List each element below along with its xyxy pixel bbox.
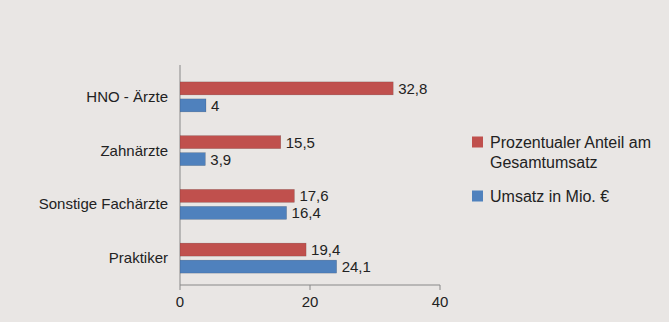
- bars: [180, 82, 393, 273]
- x-tick-label: 0: [176, 293, 184, 310]
- category-label: Praktiker: [109, 249, 168, 266]
- data-label: 4: [211, 97, 219, 114]
- data-label: 24,1: [342, 258, 371, 275]
- bar: [180, 243, 306, 256]
- x-tick: [180, 285, 181, 290]
- chart: HNO - Ärzte Zahnärzte Sonstige Fachärzte Pr…: [0, 0, 669, 322]
- legend-swatch: [472, 137, 483, 148]
- bar: [180, 260, 337, 273]
- data-label: 15,5: [286, 134, 315, 151]
- bar: [180, 82, 393, 95]
- legend-label: Prozentualer Anteil amGesamtumsatz: [490, 134, 651, 171]
- bar: [180, 153, 205, 166]
- bar: [180, 189, 294, 202]
- legend-label: Umsatz in Mio. €: [490, 188, 609, 205]
- x-tick: [310, 285, 311, 290]
- data-label: 17,6: [299, 187, 328, 204]
- bar: [180, 99, 206, 112]
- background: [0, 0, 669, 322]
- data-label: 19,4: [311, 241, 340, 258]
- bar: [180, 136, 281, 149]
- data-label: 32,8: [398, 80, 427, 97]
- data-label: 16,4: [292, 204, 321, 221]
- data-labels: 32,8 15,5 17,6 19,4 4 3,9 16,4 24,1: [210, 80, 427, 275]
- legend: Prozentualer Anteil amGesamtumsatz Umsatz…: [472, 134, 651, 205]
- x-tick: [440, 285, 441, 290]
- x-tick-label: 20: [302, 293, 319, 310]
- x-tick-label: 40: [432, 293, 449, 310]
- data-label: 3,9: [210, 151, 231, 168]
- bar: [180, 206, 287, 219]
- category-label: HNO - Ärzte: [86, 88, 168, 105]
- category-label: Zahnärzte: [100, 142, 168, 159]
- category-label: Sonstige Fachärzte: [39, 195, 168, 212]
- legend-swatch: [472, 191, 483, 202]
